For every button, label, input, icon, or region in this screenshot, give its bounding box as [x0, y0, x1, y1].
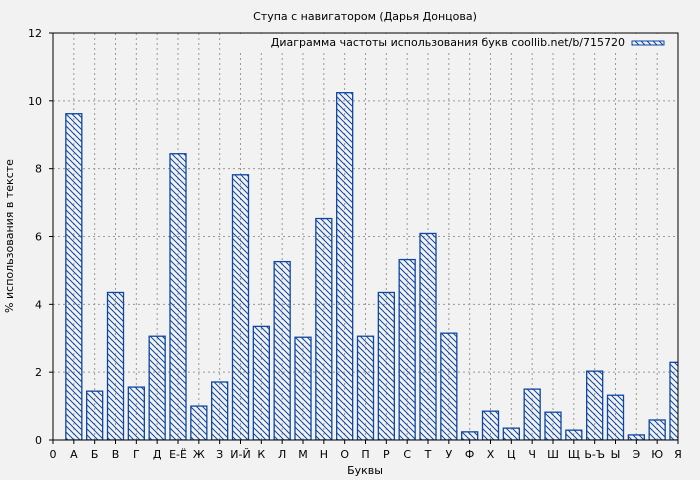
legend-label: Диаграмма частоты использования букв coo…: [271, 36, 625, 49]
bar: [481, 410, 500, 440]
bar: [190, 405, 208, 440]
bar: [356, 335, 375, 440]
bar: [252, 325, 270, 440]
x-tick-label: Ы: [611, 448, 621, 461]
x-tick-label: Э: [632, 448, 640, 461]
x-tick-label: М: [298, 448, 308, 461]
y-tick-label: 4: [35, 298, 42, 311]
bar: [65, 113, 83, 440]
bar: [127, 386, 145, 440]
legend-background: [240, 34, 676, 50]
x-tick-label: Ф: [465, 448, 474, 461]
bar: [169, 153, 187, 440]
x-tick-label: З: [216, 448, 223, 461]
y-axis-label: % использования в тексте: [3, 159, 16, 313]
bar: [86, 390, 104, 440]
x-tick-label: О: [340, 448, 349, 461]
x-tick-label: Ч: [528, 448, 536, 461]
y-tick-label: 6: [35, 231, 42, 244]
x-tick-label: Щ: [568, 448, 580, 461]
x-tick-label: 0: [50, 448, 57, 461]
legend: Диаграмма частоты использования букв coo…: [240, 34, 676, 50]
chart-title: Ступа с навигатором (Дарья Донцова): [253, 10, 477, 23]
x-tick-label: Б: [91, 448, 99, 461]
x-tick-label: Я: [674, 448, 682, 461]
bars: [65, 92, 678, 440]
grid-lines: [53, 33, 678, 440]
x-tick-label: Н: [320, 448, 328, 461]
bar: [440, 332, 458, 440]
bar: [669, 361, 678, 440]
bar: [148, 335, 166, 440]
x-tick-label: П: [361, 448, 369, 461]
bar: [502, 427, 520, 440]
x-tick-label: Ь-Ъ: [584, 448, 605, 461]
bar: [544, 411, 562, 440]
bar: [648, 419, 666, 440]
bar: [315, 217, 333, 440]
bar: [627, 434, 645, 440]
x-tick-label: Ц: [507, 448, 516, 461]
legend-swatch: [631, 40, 665, 46]
bar: [294, 336, 312, 440]
bar: [231, 174, 250, 440]
y-tick-label: 12: [28, 27, 42, 40]
bar: [565, 429, 583, 440]
x-tick-label: Г: [133, 448, 140, 461]
bar: [523, 388, 541, 440]
bar: [398, 258, 416, 440]
x-tick-label: В: [112, 448, 120, 461]
bar: [461, 431, 479, 440]
x-tick-label: Д: [153, 448, 162, 461]
x-tick-label: Ю: [651, 448, 663, 461]
bar: [419, 232, 437, 440]
bar: [377, 291, 395, 440]
x-tick-label: Л: [278, 448, 286, 461]
x-tick-label: А: [70, 448, 78, 461]
x-tick-label: Р: [383, 448, 390, 461]
x-tick-label: С: [403, 448, 411, 461]
bar: [606, 394, 625, 440]
x-tick-label: Ш: [547, 448, 559, 461]
x-tick-label: К: [257, 448, 265, 461]
x-tick-label: Е-Ё: [169, 448, 187, 461]
bar: [106, 291, 125, 440]
bar: [273, 260, 291, 440]
y-tick-label: 2: [35, 366, 42, 379]
y-tick-label: 10: [28, 95, 42, 108]
bar: [211, 381, 229, 440]
x-axis-label: Буквы: [347, 464, 383, 477]
y-tick-label: 0: [35, 434, 42, 447]
x-tick-label: Т: [424, 448, 432, 461]
bar: [336, 92, 354, 440]
x-tick-label: И-Й: [230, 448, 250, 461]
y-axis: 0 2 4 6 8 10 12: [28, 27, 53, 447]
x-tick-label: Ж: [193, 448, 205, 461]
x-tick-label: Х: [487, 448, 495, 461]
bar: [586, 370, 604, 440]
y-tick-label: 8: [35, 163, 42, 176]
x-tick-label: У: [445, 448, 452, 461]
x-axis: 0 А Б В Г Д Е-Ё Ж З И-Й К Л М Н О П Р С Т У Ф Х Ц Ч Ш Щ Ь-Ъ Ы Э Ю Я: [50, 440, 682, 461]
